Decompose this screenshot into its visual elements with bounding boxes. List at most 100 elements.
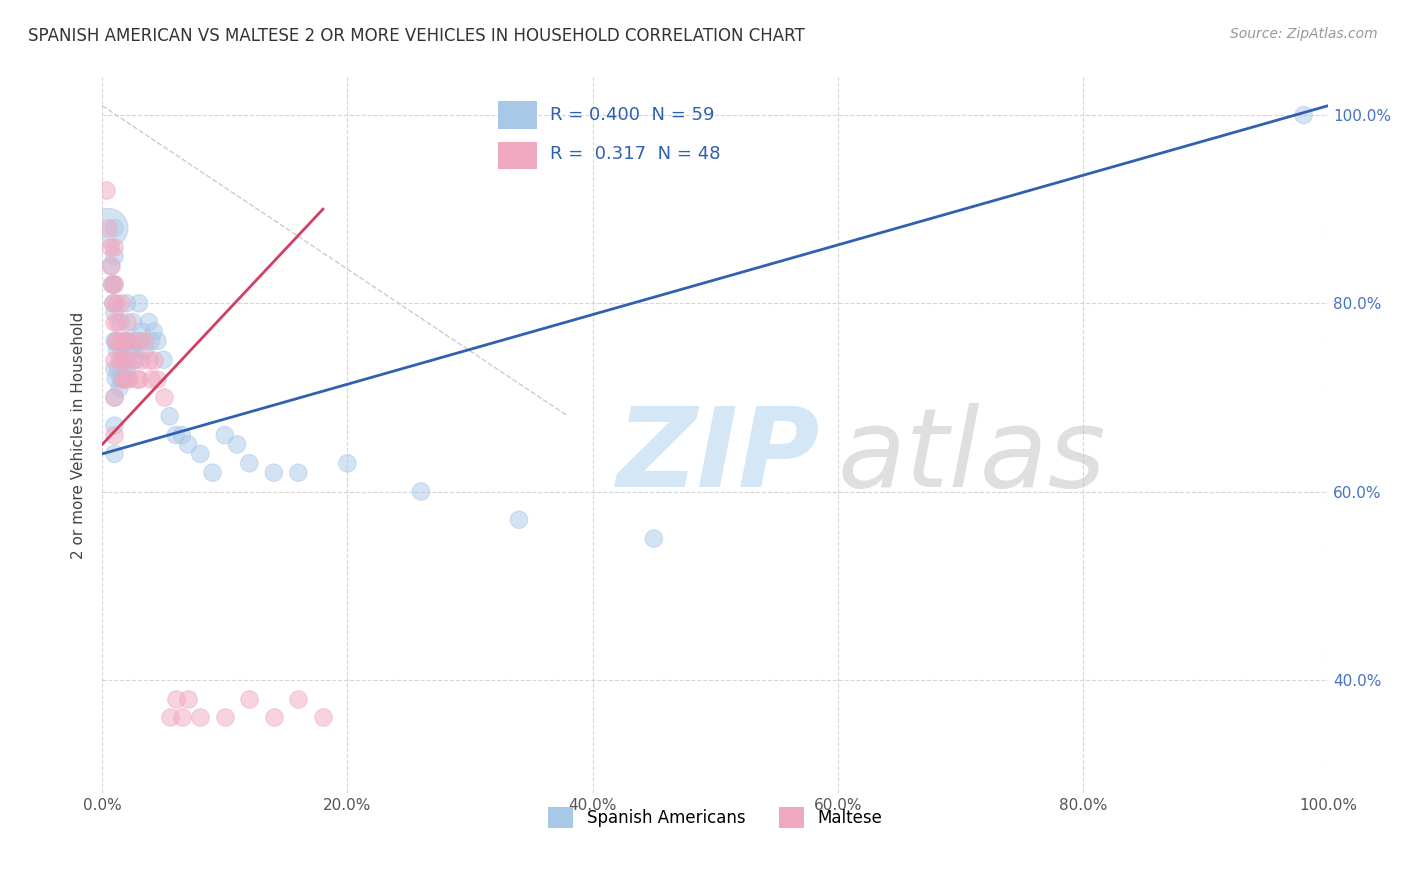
Point [131, 325, 153, 339]
Point [94, 183, 117, 197]
Point [159, 409, 181, 424]
Point [114, 334, 136, 348]
Point [112, 352, 135, 367]
Point [226, 437, 249, 451]
Point [103, 391, 125, 405]
Point [201, 466, 224, 480]
Point [138, 315, 160, 329]
Point [312, 710, 335, 724]
Point [112, 371, 135, 385]
Point [103, 296, 125, 310]
Point [1292, 108, 1315, 122]
Point [336, 456, 359, 470]
Point [103, 352, 125, 367]
Point [110, 343, 132, 358]
Point [105, 315, 128, 329]
Point [121, 343, 143, 358]
Point [103, 418, 125, 433]
Point [188, 447, 211, 461]
Point [103, 315, 125, 329]
Point [134, 343, 156, 358]
Point [128, 334, 150, 348]
Point [103, 391, 125, 405]
Point [118, 371, 141, 385]
Point [97, 221, 120, 235]
Point [115, 362, 138, 376]
Point [128, 371, 150, 385]
Point [110, 296, 132, 310]
Point [118, 334, 141, 348]
Point [112, 334, 135, 348]
Point [142, 352, 165, 367]
Point [142, 325, 165, 339]
Point [146, 371, 169, 385]
Point [97, 221, 120, 235]
Point [214, 710, 236, 724]
Point [121, 315, 143, 329]
Point [177, 691, 200, 706]
Point [125, 371, 148, 385]
Point [177, 437, 200, 451]
Point [101, 277, 124, 292]
Point [125, 352, 148, 367]
Text: Source: ZipAtlas.com: Source: ZipAtlas.com [1230, 27, 1378, 41]
Y-axis label: 2 or more Vehicles in Household: 2 or more Vehicles in Household [72, 311, 86, 558]
Point [115, 352, 138, 367]
Point [107, 362, 129, 376]
Point [110, 315, 132, 329]
Point [263, 710, 285, 724]
Point [104, 371, 127, 385]
Text: SPANISH AMERICAN VS MALTESE 2 OR MORE VEHICLES IN HOUSEHOLD CORRELATION CHART: SPANISH AMERICAN VS MALTESE 2 OR MORE VE… [28, 27, 804, 45]
Point [287, 466, 309, 480]
Point [103, 428, 125, 442]
Point [111, 352, 134, 367]
Point [105, 343, 128, 358]
Point [165, 428, 187, 442]
Point [131, 352, 153, 367]
Point [103, 447, 125, 461]
Point [108, 352, 131, 367]
Point [110, 334, 132, 348]
Point [103, 296, 125, 310]
Point [108, 381, 131, 395]
Point [122, 334, 145, 348]
Point [214, 428, 236, 442]
Point [409, 484, 432, 499]
Legend: Spanish Americans, Maltese: Spanish Americans, Maltese [541, 801, 889, 834]
Point [117, 343, 139, 358]
Point [103, 334, 125, 348]
Point [141, 334, 163, 348]
Point [128, 334, 150, 348]
Point [100, 259, 122, 273]
Point [103, 277, 125, 292]
Point [138, 352, 160, 367]
Point [103, 362, 125, 376]
Point [287, 691, 309, 706]
Point [104, 334, 127, 348]
Point [238, 691, 260, 706]
Point [98, 240, 121, 254]
Point [101, 277, 124, 292]
Point [103, 277, 125, 292]
Point [170, 428, 193, 442]
Point [112, 371, 135, 385]
Point [107, 334, 129, 348]
Point [100, 259, 122, 273]
Point [115, 296, 138, 310]
Point [134, 334, 156, 348]
Point [103, 306, 125, 320]
Point [165, 691, 187, 706]
Point [170, 710, 193, 724]
Point [643, 532, 665, 546]
Point [115, 315, 138, 329]
Point [128, 296, 150, 310]
Point [508, 513, 530, 527]
Text: atlas: atlas [838, 403, 1107, 510]
Point [110, 371, 132, 385]
Point [152, 352, 174, 367]
Point [159, 710, 181, 724]
Point [141, 371, 163, 385]
Point [103, 249, 125, 263]
Point [117, 371, 139, 385]
Point [104, 334, 127, 348]
